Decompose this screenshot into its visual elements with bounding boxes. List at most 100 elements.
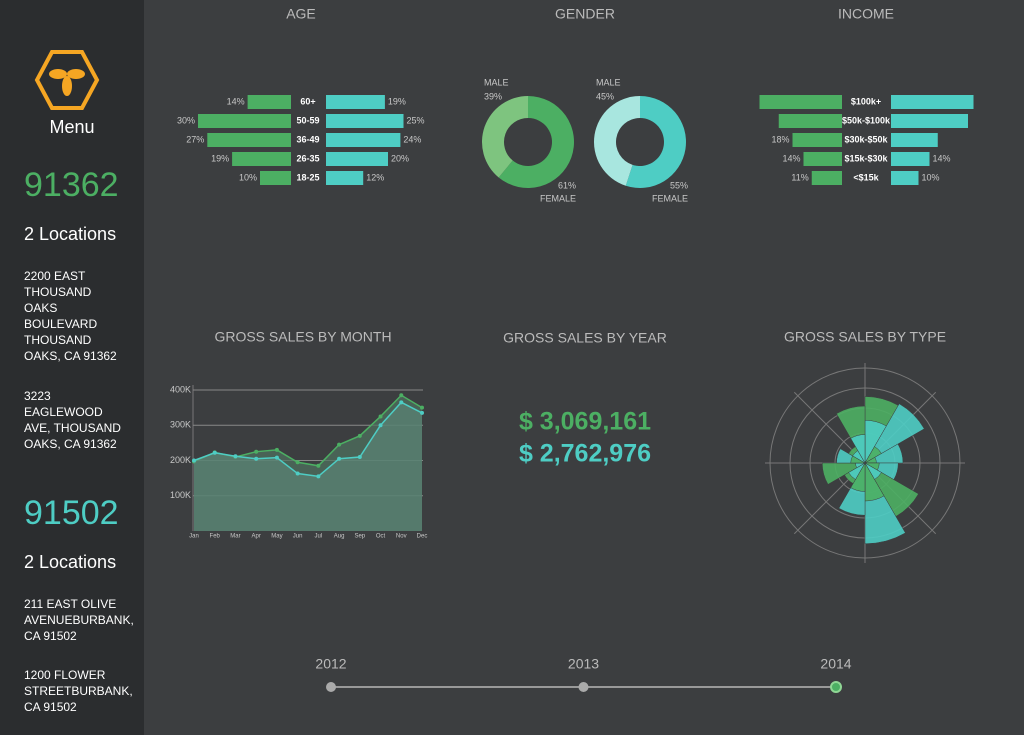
value-label: 20% [391, 153, 409, 163]
value-label: 10% [239, 172, 257, 182]
point [233, 454, 238, 459]
point [212, 450, 217, 455]
address: 1200 FLOWER STREETBURBANK, CA 91502 [24, 668, 133, 714]
rose-wedge [864, 403, 925, 464]
bar [326, 95, 385, 109]
chart-title: GENDER [555, 6, 615, 22]
value-label: 18% [771, 134, 789, 144]
slice-value: 61% [558, 180, 576, 190]
timeline-knob[interactable] [326, 682, 336, 692]
chart-title: GROSS SALES BY TYPE [784, 329, 946, 345]
bar [326, 114, 404, 128]
bar [260, 171, 291, 185]
chart-title: AGE [286, 6, 316, 22]
menu-label[interactable]: Menu [49, 117, 94, 137]
category-label: 36-49 [296, 134, 319, 144]
timeline-year: 2014 [820, 656, 851, 672]
value-label: 12% [366, 172, 384, 182]
point [254, 449, 259, 454]
slice-value: 39% [484, 91, 502, 101]
bar [891, 171, 919, 185]
x-tick-label: Nov [396, 534, 407, 540]
location-count: 2 Locations [24, 224, 117, 244]
donut-slice [498, 95, 575, 189]
timeline-knob[interactable] [578, 682, 589, 692]
rose-wedge [850, 434, 866, 464]
point [274, 455, 279, 460]
category-label: $15k-$30k [844, 153, 888, 163]
point [337, 456, 342, 461]
logo-body [62, 76, 72, 96]
point [357, 454, 362, 459]
x-tick-label: Jan [189, 534, 199, 540]
bar [891, 114, 968, 128]
bar [803, 152, 842, 166]
point [295, 460, 300, 465]
sales-total: $ 3,069,161 [519, 408, 651, 436]
zip[interactable]: 91362 [24, 166, 119, 204]
donut-slice [594, 96, 640, 186]
bar [326, 171, 364, 185]
x-tick-label: Mar [230, 534, 240, 540]
timeline-year: 2012 [315, 656, 346, 672]
point [316, 463, 321, 468]
bar [891, 95, 974, 109]
point [420, 410, 424, 415]
logo[interactable] [34, 50, 100, 110]
timeline-knob[interactable] [830, 681, 842, 693]
zip[interactable]: 91502 [24, 494, 119, 532]
point [378, 414, 383, 419]
x-tick-label: Aug [334, 534, 345, 540]
address: 3223 EAGLEWOOD AVE, THOUSAND OAKS, CA 91… [24, 389, 121, 451]
value-label: 30% [177, 115, 195, 125]
bar [891, 133, 938, 147]
timeline-year: 2013 [568, 656, 599, 672]
value-label: 11% [791, 172, 808, 182]
bar [759, 95, 842, 109]
slice-value: 45% [596, 91, 614, 101]
value-label: 19% [211, 153, 229, 163]
category-label: $100k+ [851, 96, 881, 106]
value-label: 19% [388, 96, 406, 106]
donut-slice [625, 96, 686, 189]
sales-total: $ 2,762,976 [519, 440, 651, 468]
address: 211 EAST OLIVE AVENUEBURBANK, CA 91502 [24, 597, 134, 643]
rose-wedge [821, 462, 866, 485]
point [378, 423, 383, 428]
slice-label: MALE [596, 77, 621, 87]
point [274, 447, 279, 452]
x-tick-label: Oct [376, 534, 386, 540]
bar [198, 114, 291, 128]
point [337, 442, 342, 447]
x-tick-label: Apr [252, 534, 261, 540]
donut-slice [482, 96, 528, 178]
y-tick-label: 400K [170, 384, 191, 394]
category-label: 26-35 [296, 153, 319, 163]
point [316, 474, 321, 479]
bar [778, 114, 842, 128]
x-tick-label: May [271, 534, 282, 540]
sidebar-bg [0, 0, 144, 735]
rose-wedge [850, 462, 866, 492]
point [399, 393, 404, 398]
x-tick-label: Feb [210, 534, 221, 540]
category-label: $50k-$100k [842, 115, 891, 125]
x-tick-label: Dec [417, 534, 428, 540]
area [194, 402, 422, 531]
bar [326, 152, 388, 166]
value-label: 24% [403, 134, 421, 144]
chart-title: INCOME [838, 6, 894, 22]
value-label: 14% [933, 153, 951, 163]
point [192, 458, 196, 463]
point [295, 471, 300, 476]
bar [811, 171, 842, 185]
x-tick-label: Sep [354, 534, 365, 540]
category-label: 60+ [300, 96, 315, 106]
y-tick-label: 300K [170, 420, 191, 430]
point [399, 400, 404, 405]
slice-label: FEMALE [540, 193, 576, 203]
slice-value: 55% [670, 180, 688, 190]
address: 2200 EAST THOUSAND OAKS BOULEVARD THOUSA… [24, 269, 117, 363]
location-count: 2 Locations [24, 552, 117, 572]
